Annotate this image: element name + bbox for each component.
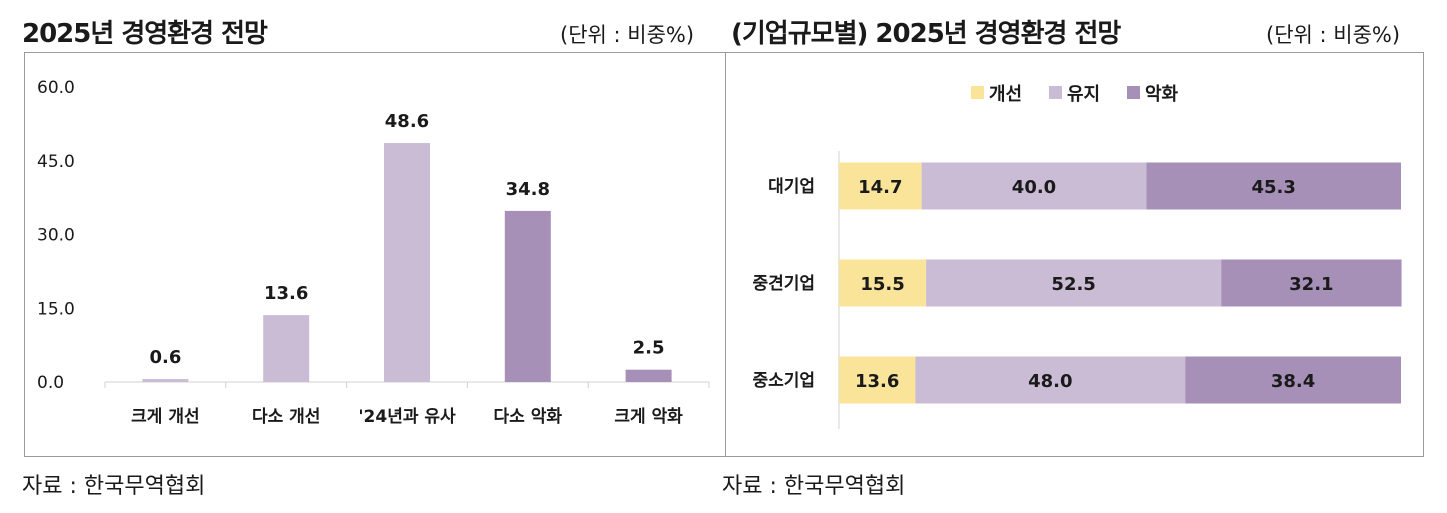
category-label: 대기업: [768, 177, 815, 197]
legend-swatch: [1049, 86, 1062, 99]
category-label: 중소기업: [752, 371, 815, 391]
right-chart-unit: (단위 : 비중%): [1266, 23, 1401, 47]
category-label: 중견기업: [752, 274, 815, 294]
right-source-note: 자료 : 한국무역협회: [722, 474, 906, 499]
y-tick-label: 15.0: [37, 299, 75, 319]
segment-value-label: 32.1: [1289, 274, 1333, 295]
chart-panel-border: [24, 52, 1424, 457]
stacked-bar-segment: [839, 356, 916, 404]
segment-value-label: 13.6: [855, 371, 899, 392]
category-label: 다소 개선: [252, 407, 320, 427]
stacked-bar-segment: [921, 162, 1147, 210]
category-label: 다소 악화: [494, 407, 563, 427]
bar: [384, 143, 430, 382]
right-chart-title: (기업규모별) 2025년 경영환경 전망: [731, 19, 1121, 49]
stacked-bar-segment: [915, 356, 1186, 404]
segment-value-label: 38.4: [1271, 371, 1315, 392]
category-label: 크게 악화: [614, 407, 683, 427]
stacked-bar-segment: [839, 259, 927, 307]
y-tick-label: 0.0: [37, 373, 64, 393]
segment-value-label: 52.5: [1051, 274, 1095, 295]
y-tick-label: 60.0: [37, 78, 75, 98]
bar: [504, 210, 551, 382]
segment-value-label: 15.5: [860, 274, 904, 295]
bar-value-label: 2.5: [633, 338, 665, 359]
bar: [263, 315, 310, 382]
stacked-bar-segment: [1146, 162, 1401, 210]
stacked-bar-segment: [1185, 356, 1401, 404]
bar: [142, 379, 189, 382]
legend-label: 유지: [1067, 84, 1100, 105]
bar-value-label: 34.8: [506, 179, 550, 200]
outlook-bar-chart: 0.0 15.0 30.0 45.0 60.0 0.6 크게 개선 13.6 다소 개선 48.6…: [37, 78, 710, 427]
y-tick-label: 30.0: [37, 226, 75, 246]
stacked-bar-segment: [926, 259, 1222, 307]
segment-value-label: 48.0: [1028, 371, 1072, 392]
left-source-note: 자료 : 한국무역협회: [22, 474, 206, 499]
left-chart-unit: (단위 : 비중%): [560, 23, 695, 47]
left-chart-title: 2025년 경영환경 전망: [22, 19, 268, 49]
category-label: '24년과 유사: [358, 407, 456, 427]
legend-label: 악화: [1145, 84, 1179, 105]
legend-swatch: [971, 86, 984, 99]
bar: [625, 369, 672, 382]
legend-label: 개선: [989, 84, 1022, 105]
legend-swatch: [1127, 86, 1140, 99]
stacked-bar-segment: [839, 162, 922, 210]
bar-value-label: 48.6: [385, 111, 429, 132]
segment-value-label: 14.7: [858, 177, 902, 198]
category-label: 크게 개선: [131, 407, 199, 427]
chart-panel-divider: [725, 52, 726, 457]
bar-value-label: 0.6: [149, 347, 181, 368]
segment-value-label: 45.3: [1251, 177, 1295, 198]
y-tick-label: 45.0: [37, 152, 75, 172]
segment-value-label: 40.0: [1012, 177, 1056, 198]
stacked-bar-segment: [1221, 259, 1402, 307]
bar-value-label: 13.6: [264, 283, 308, 304]
